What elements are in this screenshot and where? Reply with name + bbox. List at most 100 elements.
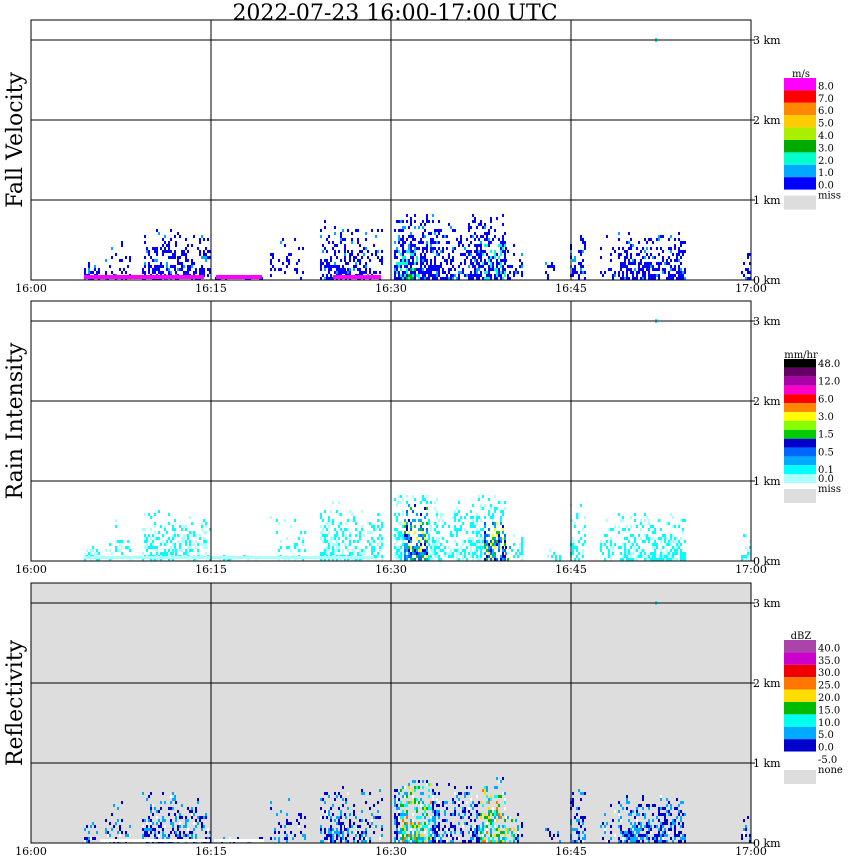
- echo-cell: [630, 840, 632, 843]
- echo-cell: [373, 549, 375, 552]
- echo-cell: [460, 546, 462, 549]
- echo-cell: [574, 543, 576, 546]
- echo-cell: [336, 540, 338, 543]
- echo-cell: [207, 268, 209, 271]
- echo-cell: [666, 552, 668, 555]
- echo-cell: [298, 549, 300, 552]
- echo-cell: [400, 813, 402, 816]
- echo-cell: [476, 522, 478, 525]
- echo-cell: [474, 552, 476, 555]
- echo-cell: [646, 268, 648, 271]
- echo-cell: [456, 238, 458, 241]
- echo-cell: [644, 256, 646, 259]
- echo-cell: [648, 822, 650, 825]
- echo-cell: [340, 816, 342, 819]
- echo-cell: [371, 813, 373, 816]
- x-tick-label: 16:30: [375, 282, 407, 295]
- echo-cell: [444, 813, 446, 816]
- echo-cell: [353, 256, 355, 259]
- echo-cell: [371, 540, 373, 543]
- echo-cell: [674, 552, 676, 555]
- echo-cell: [578, 531, 580, 534]
- echo-cell: [428, 534, 430, 537]
- echo-cell: [470, 274, 472, 277]
- echo-cell: [426, 822, 428, 825]
- echo-cell: [338, 819, 340, 822]
- echo-cell: [458, 837, 460, 840]
- echo-cell: [394, 816, 396, 819]
- echo-cell: [185, 540, 187, 543]
- echo-cell: [458, 558, 460, 561]
- echo-cell: [622, 834, 624, 837]
- echo-cell: [424, 235, 426, 238]
- echo-cell: [428, 555, 430, 558]
- echo-cell: [496, 834, 498, 837]
- echo-cell: [160, 801, 162, 804]
- echo-cell: [398, 822, 400, 825]
- echo-cell: [142, 819, 144, 822]
- echo-cell: [187, 265, 189, 268]
- echo-cell: [201, 825, 203, 828]
- echo-cell: [398, 277, 400, 280]
- echo-cell: [207, 250, 209, 253]
- echo-cell: [545, 271, 547, 274]
- echo-cell: [412, 253, 414, 256]
- echo-cell: [332, 840, 334, 843]
- echo-cell: [436, 274, 438, 277]
- echo-cell: [630, 262, 632, 265]
- echo-cell: [547, 277, 549, 280]
- echo-cell: [664, 534, 666, 537]
- echo-cell: [466, 256, 468, 259]
- echo-cell: [434, 277, 436, 280]
- echo-cell: [414, 831, 416, 834]
- echo-cell: [640, 522, 642, 525]
- echo-cell: [96, 831, 98, 834]
- echo-cell: [394, 813, 396, 816]
- echo-cell: [640, 277, 642, 280]
- echo-cell: [355, 534, 357, 537]
- echo-cell: [272, 253, 274, 256]
- echo-cell: [410, 265, 412, 268]
- echo-cell: [332, 543, 334, 546]
- echo-cell: [622, 543, 624, 546]
- echo-cell: [654, 256, 656, 259]
- echo-cell: [504, 549, 506, 552]
- echo-cell: [628, 268, 630, 271]
- echo-cell: [432, 265, 434, 268]
- echo-cell: [160, 558, 162, 561]
- echo-cell: [414, 498, 416, 501]
- echo-cell: [436, 513, 438, 516]
- echo-cell: [468, 792, 470, 795]
- echo-cell: [676, 558, 678, 561]
- echo-cell: [434, 546, 436, 549]
- echo-cell: [604, 271, 606, 274]
- echo-cell: [432, 804, 434, 807]
- echo-cell: [342, 837, 344, 840]
- echo-cell: [422, 537, 424, 540]
- echo-cell: [474, 834, 476, 837]
- echo-cell: [456, 513, 458, 516]
- echo-cell: [328, 531, 330, 534]
- echo-cell: [288, 259, 290, 262]
- echo-cell: [109, 549, 111, 552]
- echo-cell: [642, 268, 644, 271]
- echo-cell: [490, 822, 492, 825]
- echo-cell: [492, 840, 494, 843]
- echo-cell: [572, 552, 574, 555]
- echo-cell: [353, 516, 355, 519]
- echo-cell: [418, 519, 420, 522]
- echo-cell: [630, 837, 632, 840]
- echo-cell: [158, 537, 160, 540]
- echo-cell: [660, 795, 662, 798]
- echo-cell: [462, 834, 464, 837]
- echo-cell: [448, 783, 450, 786]
- echo-cell: [614, 834, 616, 837]
- echo-cell: [622, 837, 624, 840]
- echo-cell: [480, 831, 482, 834]
- echo-cell: [148, 795, 150, 798]
- echo-cell: [191, 534, 193, 537]
- echo-cell: [504, 555, 506, 558]
- echo-cell: [488, 534, 490, 537]
- echo-cell: [446, 259, 448, 262]
- echo-cell: [444, 831, 446, 834]
